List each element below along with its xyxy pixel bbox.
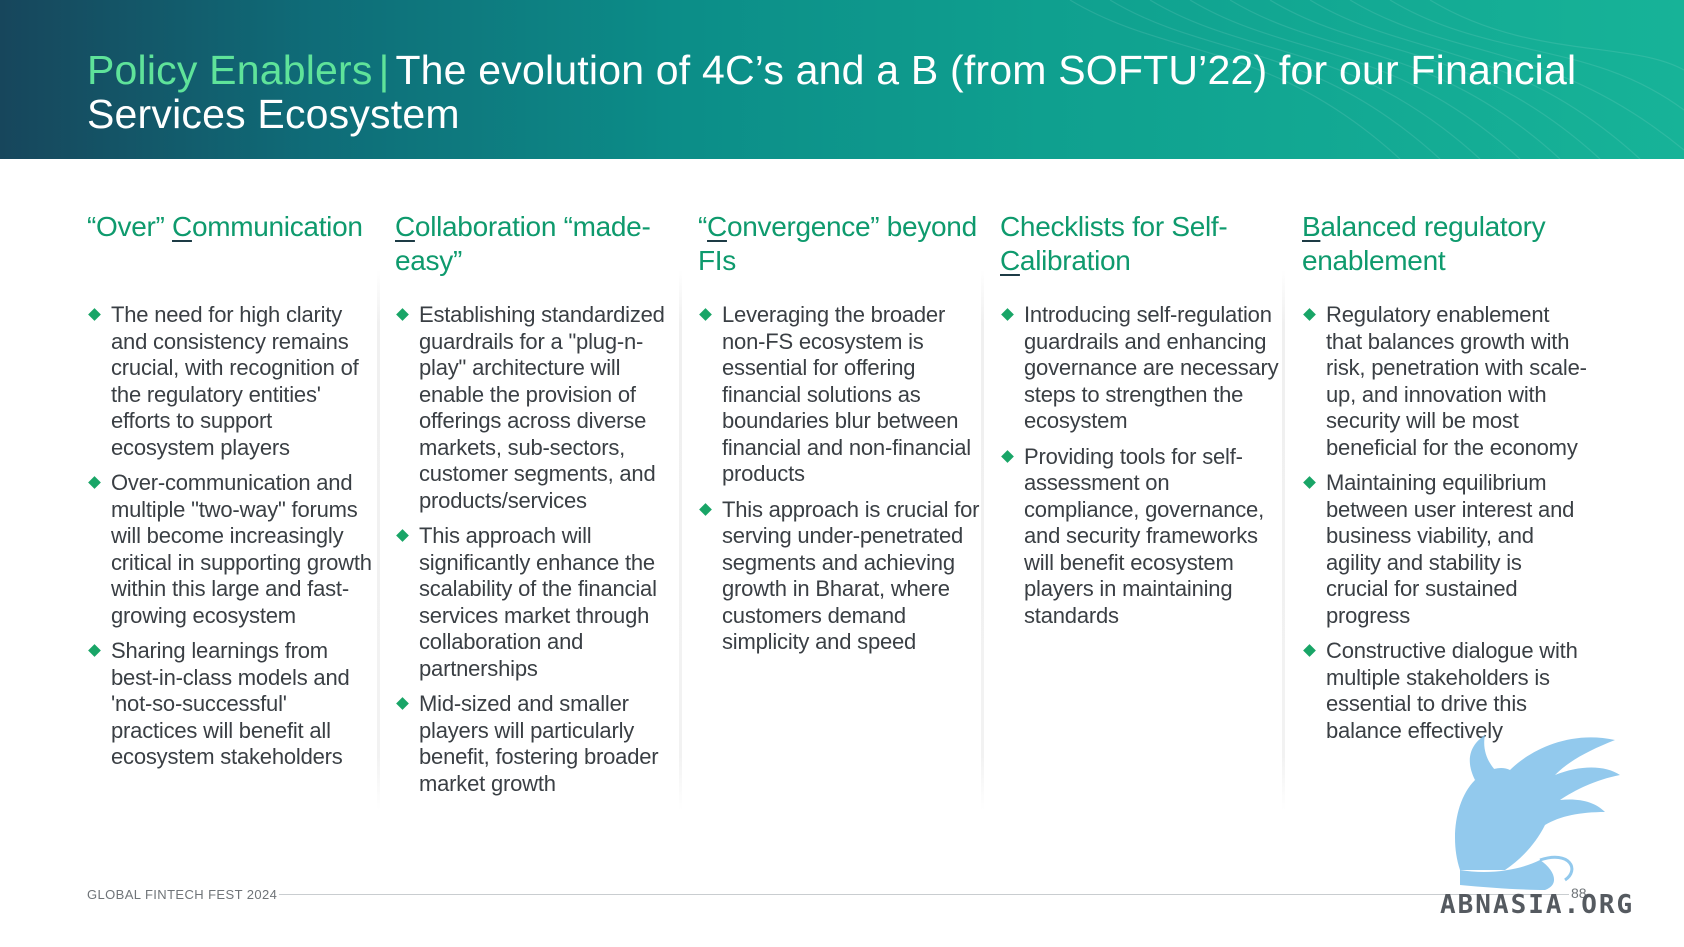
diamond-bullet-icon [699, 502, 712, 516]
column-title-pre: Checklists for Self- [1000, 211, 1228, 242]
column-title: “Convergence” beyond FIs [698, 210, 983, 302]
bullet-text: Introducing self-regulation guardrails a… [1024, 302, 1279, 433]
bullet-item: This approach will significantly enhance… [395, 523, 680, 682]
column-self-calibration: Checklists for Self-Calibration Introduc… [1000, 210, 1285, 638]
title-separator: | [378, 47, 390, 93]
column-divider [679, 270, 682, 810]
bullet-list: Introducing self-regulation guardrails a… [1000, 302, 1285, 629]
diamond-bullet-icon [88, 308, 101, 321]
wave-pattern [1069, 0, 1684, 159]
bullet-text: The need for high clarity and consistenc… [111, 302, 359, 460]
diamond-bullet-icon [1303, 308, 1316, 321]
column-title-letter: C [1000, 245, 1020, 276]
footer-divider [279, 894, 1569, 895]
column-title-pre: “ [698, 211, 708, 242]
column-over-communication: “Over” Communication The need for high c… [87, 210, 372, 780]
column-divider [1282, 270, 1285, 810]
diamond-bullet-icon [1001, 449, 1014, 463]
diamond-bullet-icon [699, 308, 712, 321]
bullet-text: Over-communication and multiple "two-way… [111, 470, 372, 628]
column-title-letter: C [707, 211, 727, 242]
column-divider [377, 270, 380, 810]
bullet-text: This approach is crucial for serving und… [722, 496, 980, 655]
bullet-text: Leveraging the broader non-FS ecosystem … [722, 302, 971, 486]
bullet-item: The need for high clarity and consistenc… [87, 302, 372, 461]
diamond-bullet-icon [396, 529, 409, 542]
column-title-letter: C [172, 211, 192, 242]
bullet-item: Maintaining equilibrium between user int… [1302, 470, 1587, 629]
diamond-bullet-icon [396, 308, 409, 321]
bullet-text: Constructive dialogue with multiple stak… [1326, 638, 1578, 743]
bullet-list: Establishing standardized guardrails for… [395, 302, 680, 797]
bullet-item: Mid-sized and smaller players will parti… [395, 691, 680, 797]
bullet-text: Establishing standardized guardrails for… [419, 302, 665, 513]
column-convergence: “Convergence” beyond FIs Leveraging the … [698, 210, 983, 665]
bullet-text: Maintaining equilibrium between user int… [1326, 470, 1575, 628]
footer-label: GLOBAL FINTECH FEST 2024 [87, 887, 278, 902]
diamond-bullet-icon [88, 476, 101, 489]
bullet-list: Leveraging the broader non-FS ecosystem … [698, 302, 983, 656]
bullet-item: Regulatory enablement that balances grow… [1302, 302, 1587, 461]
column-title-post: ollaboration “made-easy” [395, 211, 651, 276]
page-title: Policy Enablers | The evolution of 4C’s an… [87, 48, 1607, 136]
column-title-post: alanced regulatory enablement [1302, 211, 1546, 276]
bullet-list: The need for high clarity and consistenc… [87, 302, 372, 771]
column-title-post: onvergence” beyond FIs [698, 211, 977, 276]
column-title-letter: B [1302, 211, 1321, 242]
bullet-text: Mid-sized and smaller players will parti… [419, 691, 659, 796]
bullet-item: Over-communication and multiple "two-way… [87, 470, 372, 629]
bullet-item: This approach is crucial for serving und… [698, 497, 983, 656]
column-collaboration: Collaboration “made-easy” Establishing s… [395, 210, 680, 806]
diamond-bullet-icon [88, 644, 101, 657]
diamond-bullet-icon [396, 697, 409, 710]
column-title-pre: “Over” [87, 211, 173, 242]
diamond-bullet-icon [1303, 644, 1316, 657]
bullet-text: Sharing learnings from best-in-class mod… [111, 638, 350, 769]
header-banner: Policy Enablers | The evolution of 4C’s an… [0, 0, 1684, 159]
column-title: Checklists for Self-Calibration [1000, 210, 1285, 302]
bullet-item: Leveraging the broader non-FS ecosystem … [698, 302, 983, 488]
watermark-text: ABNASIA.ORG [1440, 890, 1635, 920]
column-title: “Over” Communication [87, 210, 372, 302]
bullet-text: Providing tools for self-assessment on c… [1024, 443, 1264, 628]
bullet-item: Introducing self-regulation guardrails a… [1000, 302, 1285, 435]
column-title: Collaboration “made-easy” [395, 210, 680, 302]
bullet-item: Establishing standardized guardrails for… [395, 302, 680, 514]
page-number: 88 [1571, 885, 1587, 901]
bullet-item: Sharing learnings from best-in-class mod… [87, 638, 372, 771]
column-balanced-regulatory: Balanced regulatory enablement Regulator… [1302, 210, 1587, 753]
column-title-post: ommunication [191, 211, 363, 242]
column-title: Balanced regulatory enablement [1302, 210, 1587, 302]
column-title-letter: C [395, 211, 415, 242]
bullet-text: Regulatory enablement that balances grow… [1326, 302, 1587, 460]
bullet-item: Constructive dialogue with multiple stak… [1302, 638, 1587, 744]
griffin-watermark-icon [1455, 735, 1620, 890]
title-accent: Policy Enablers [87, 47, 373, 93]
bullet-list: Regulatory enablement that balances grow… [1302, 302, 1587, 744]
column-title-post: alibration [1019, 245, 1131, 276]
bullet-item: Providing tools for self-assessment on c… [1000, 444, 1285, 630]
title-main: The evolution of 4C’s and a B (from SOFT… [87, 47, 1577, 137]
diamond-bullet-icon [1001, 308, 1014, 321]
column-divider [981, 270, 984, 810]
bullet-text: This approach will significantly enhance… [419, 523, 657, 681]
diamond-bullet-icon [1303, 476, 1316, 489]
